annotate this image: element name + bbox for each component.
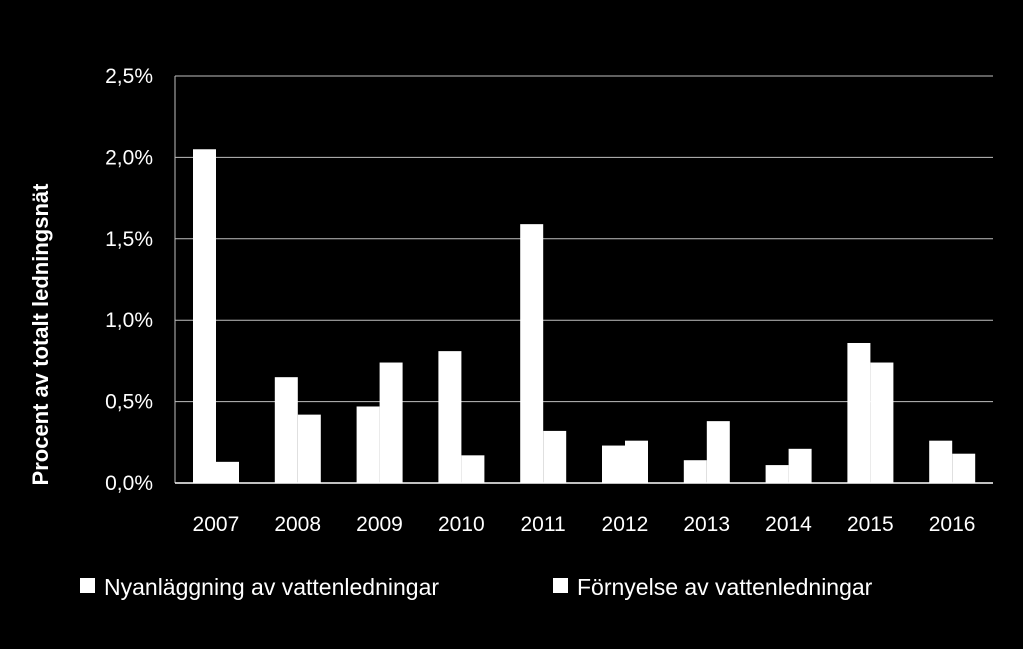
y-tick-label: 2,5%: [105, 65, 153, 88]
bar-fornyelse-2016: [952, 453, 976, 483]
x-tick-label: 2012: [602, 513, 649, 536]
x-tick-label: 2015: [847, 513, 894, 536]
bar-nyanlaggning-2011: [520, 224, 544, 483]
x-tick-label: 2008: [274, 513, 321, 536]
bar-nyanlaggning-2014: [765, 465, 789, 483]
bar-nyanlaggning-2007: [193, 149, 216, 483]
y-tick-label: 2,0%: [105, 146, 153, 169]
bar-nyanlaggning-2016: [929, 440, 953, 483]
bar-nyanlaggning-2015: [847, 342, 871, 483]
bar-fornyelse-2007: [216, 461, 239, 483]
x-tick-label: 2016: [929, 513, 976, 536]
bar-nyanlaggning-2009: [356, 406, 380, 483]
y-tick-label: 0,5%: [105, 391, 153, 414]
bar-nyanlaggning-2012: [602, 445, 625, 483]
y-tick-label: 1,5%: [105, 228, 153, 251]
bar-fornyelse-2014: [788, 448, 812, 483]
y-tick-label: 0,0%: [105, 472, 153, 495]
bar-fornyelse-2008: [297, 414, 321, 483]
legend-swatch-fornyelse: [553, 578, 568, 593]
legend-label-fornyelse: Förnyelse av vattenledningar: [577, 574, 873, 600]
bar-fornyelse-2011: [543, 430, 567, 483]
bar-nyanlaggning-2008: [274, 377, 298, 483]
x-axis-ticks: 2007 2008 2009 2010 2011 2012 2013 2014 2015 2016: [193, 513, 976, 536]
x-tick-label: 2009: [356, 513, 403, 536]
bar-fornyelse-2015: [870, 362, 894, 483]
y-tick-label: 1,0%: [105, 309, 153, 332]
x-tick-label: 2007: [193, 513, 240, 536]
bar-nyanlaggning-2010: [438, 351, 462, 483]
legend-label-nyanlaggning: Nyanläggning av vattenledningar: [104, 574, 439, 600]
bar-fornyelse-2012: [625, 440, 648, 483]
bars: [193, 149, 976, 483]
bar-nyanlaggning-2013: [683, 460, 707, 483]
x-tick-label: 2010: [438, 513, 485, 536]
legend: Nyanläggning av vattenledningar Förnyels…: [80, 574, 873, 600]
legend-swatch-nyanlaggning: [80, 578, 95, 593]
x-tick-label: 2011: [521, 513, 566, 536]
bar-fornyelse-2009: [379, 362, 403, 483]
x-tick-label: 2013: [683, 513, 730, 536]
bar-fornyelse-2013: [706, 421, 730, 483]
bar-fornyelse-2010: [461, 455, 485, 483]
y-axis-ticks: 0,0% 0,5% 1,0% 1,5% 2,0% 2,5%: [105, 65, 153, 495]
y-axis-label: Procent av totalt ledningsnät: [28, 183, 53, 486]
x-tick-label: 2014: [765, 513, 812, 536]
